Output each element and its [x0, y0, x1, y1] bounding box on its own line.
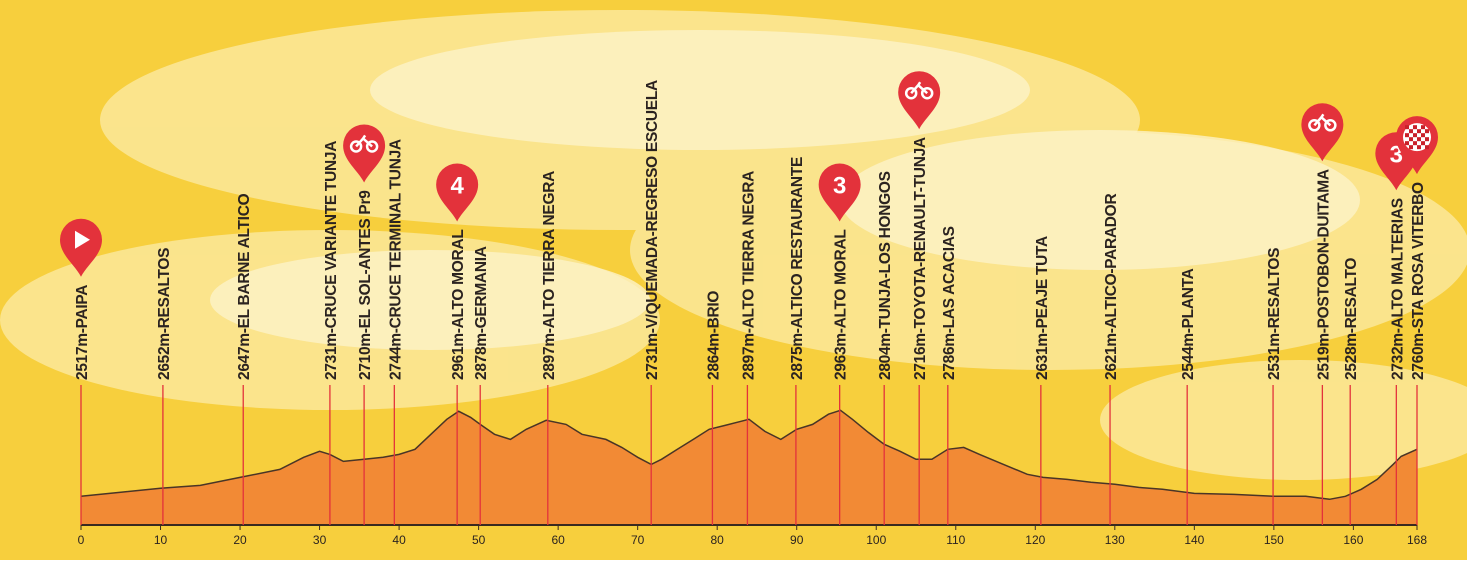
x-tick-label: 80	[711, 533, 725, 547]
x-tick-label: 60	[551, 533, 565, 547]
marker-pin	[60, 218, 102, 277]
marker-pin	[898, 71, 941, 130]
x-tick-label: 168	[1407, 533, 1427, 547]
waypoint-label: 2864m-BRIO	[705, 291, 722, 380]
finish-icon	[1409, 129, 1413, 134]
pin-shape	[60, 218, 102, 277]
waypoint-label: 2760m-STA ROSA VITERBO	[1410, 182, 1427, 380]
sprint-icon	[910, 81, 929, 95]
x-tick-label: 20	[233, 533, 247, 547]
x-tick-label: 30	[313, 533, 327, 547]
pin-shape	[898, 71, 941, 130]
waypoint-label: 2731m-CRUCE VARIANTE TUNJA	[323, 141, 340, 380]
marker-pin: 3	[818, 163, 861, 222]
waypoint-label: 2961m-ALTO MORAL	[450, 229, 467, 380]
x-tick-label: 110	[946, 533, 965, 547]
finish-icon	[1421, 141, 1425, 146]
finish-icon	[1413, 133, 1417, 138]
marker-pin	[1396, 116, 1438, 175]
waypoint-label: 2517m-PAIPA	[74, 285, 91, 380]
finish-icon	[1417, 137, 1421, 142]
sprint-icon	[1308, 119, 1321, 132]
pin-shape	[343, 124, 386, 183]
x-tick-label: 50	[472, 533, 486, 547]
waypoint-label: 2544m-PLANTA	[1180, 268, 1197, 380]
waypoint-label: 2732m-ALTO MALTERIAS	[1389, 198, 1406, 380]
x-tick-label: 10	[154, 533, 168, 547]
waypoint-label: 2531m-RESALTOS	[1266, 248, 1283, 380]
waypoint-label: 2716m-TOYOTA-RENAULT-TUNJA	[912, 137, 929, 380]
sprint-icon	[349, 140, 363, 153]
sprint-icon	[355, 134, 373, 148]
x-tick-label: 150	[1264, 533, 1284, 547]
finish-icon	[1421, 125, 1425, 130]
x-tick-label: 100	[866, 533, 886, 547]
finish-icon	[1405, 141, 1409, 146]
waypoint-label: 2897m-ALTO TIERRA NEGRA	[740, 171, 757, 380]
finish-icon	[1409, 145, 1413, 150]
waypoint-label: 2963m-ALTO MORAL	[833, 229, 850, 380]
x-tick-label: 70	[631, 533, 645, 547]
waypoint-label: 2647m-EL BARNE ALTICO	[236, 193, 253, 380]
waypoint-label: 2875m-ALTICO RESTAURANTE	[789, 157, 806, 380]
finish-icon	[1405, 133, 1409, 138]
waypoint-label: 2731m-V/QUEMADA-REGRESO ESCUELA	[644, 80, 661, 380]
marker-pin	[1301, 103, 1344, 162]
profile-area	[81, 410, 1417, 525]
waypoint-label: 2652m-RESALTOS	[156, 248, 173, 380]
waypoint-label: 2897m-ALTO TIERRA NEGRA	[541, 171, 558, 380]
finish-icon	[1405, 125, 1409, 130]
waypoint-label: 2528m-RESALTO	[1343, 258, 1360, 380]
x-tick-label: 0	[78, 533, 85, 547]
finish-icon	[1425, 137, 1429, 142]
waypoint-label: 2621m-ALTICO-PARADOR	[1103, 194, 1120, 380]
marker-pin	[343, 124, 386, 183]
pin-shape	[818, 163, 861, 222]
finish-icon	[1425, 145, 1429, 150]
profile-line	[80, 409, 1418, 501]
waypoint-label: 2786m-LAS ACACIAS	[941, 226, 958, 380]
sprint-icon	[365, 140, 379, 153]
waypoint-label: 2519m-POSTOBON-DUITAMA	[1315, 169, 1332, 380]
finish-icon	[1409, 137, 1413, 142]
finish-icon	[1417, 129, 1421, 134]
start-icon	[75, 230, 90, 249]
x-tick-label: 140	[1184, 533, 1204, 547]
sprint-icon	[904, 86, 918, 100]
sprint-icon	[1313, 113, 1332, 127]
pin-label: 4	[450, 172, 464, 199]
x-tick-label: 160	[1343, 533, 1363, 547]
background-texture	[210, 30, 1360, 350]
waypoint-label: 2744m-CRUCE TERMINAL TUNJA	[387, 139, 404, 380]
x-tick-label: 40	[392, 533, 406, 547]
pin-label: 3	[833, 172, 846, 199]
marker-pin: 4	[436, 163, 479, 222]
pin-shape	[1301, 103, 1344, 162]
waypoint-label: 2804m-TUNJA-LOS HONGOS	[877, 171, 894, 380]
x-tick-label: 90	[790, 533, 804, 547]
finish-icon	[1421, 133, 1425, 138]
x-tick-label: 130	[1105, 533, 1125, 547]
pin-shape	[436, 163, 479, 222]
waypoint-label: 2878m-GERMANIA	[473, 246, 490, 380]
x-tick-label: 120	[1025, 533, 1045, 547]
waypoint-label: 2710m-EL SOL-ANTES Pr9	[357, 190, 374, 380]
finish-icon	[1413, 141, 1417, 146]
sprint-icon	[1324, 119, 1337, 132]
waypoint-label: 2631m-PEAJE TUTA	[1034, 236, 1051, 380]
finish-icon	[1417, 145, 1421, 150]
finish-icon	[1425, 129, 1429, 134]
finish-icon	[1413, 125, 1417, 130]
sprint-icon	[920, 86, 934, 100]
